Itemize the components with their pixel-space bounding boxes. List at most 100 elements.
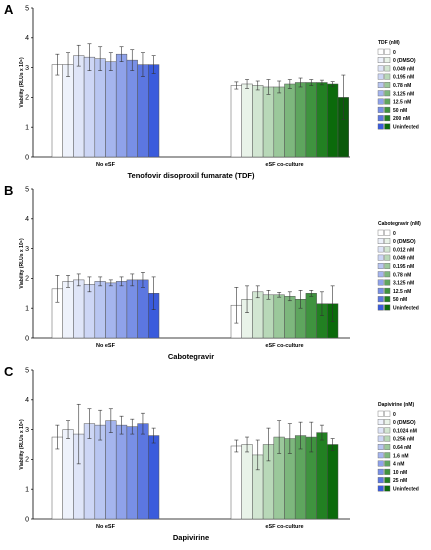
bar [115, 53, 128, 158]
legend-label: 50 nM [393, 297, 407, 303]
legend-label: 0.64 nM [393, 445, 411, 451]
legend-swatch-blue [377, 48, 384, 55]
legend-swatch-blue [377, 229, 384, 236]
bar [94, 58, 106, 158]
legend-label: 12.5 nM [393, 289, 411, 295]
bar [148, 435, 160, 520]
y-axis-title: Viability (RLUs x 10⁵) [19, 57, 25, 108]
legend-label: 50 nM [393, 108, 407, 114]
legend-swatch-blue [377, 287, 384, 294]
panel-letter: A [4, 2, 14, 17]
legend-swatch-blue [377, 485, 384, 492]
y-tick-label: 2 [25, 276, 29, 283]
y-tick-label: 5 [25, 5, 29, 12]
y-tick-label: 3 [25, 65, 29, 72]
y-tick-label: 0 [25, 154, 29, 161]
legend-swatch-green [384, 468, 391, 475]
bar [126, 279, 138, 339]
legend-label: 0.049 nM [393, 66, 414, 72]
legend-swatch-blue [377, 477, 384, 484]
legend-swatch-blue [377, 410, 384, 417]
bar [62, 429, 74, 520]
legend-swatch-green [384, 263, 391, 269]
legend-label: 4 nM [393, 462, 404, 468]
legend-swatch-green [384, 73, 391, 80]
group-label: No eSF [96, 524, 116, 530]
legend-swatch-green [384, 296, 391, 303]
legend-swatch-blue [377, 73, 384, 80]
bar [105, 420, 117, 520]
legend-swatch-blue [377, 279, 384, 286]
x-axis-title: Tenofovir disoproxil fumarate (TDF) [128, 171, 255, 180]
bar [230, 445, 242, 520]
legend-swatch-blue [377, 238, 384, 245]
legend-swatch-green [384, 435, 391, 442]
panel-letter: C [4, 364, 14, 379]
legend-label: 0 [393, 50, 396, 56]
legend-swatch-blue [377, 90, 384, 97]
legend-swatch-green [384, 444, 391, 450]
y-axis-title: Viability (RLUs x 10⁵) [19, 238, 25, 289]
group-label: eSF co-culture [265, 343, 303, 349]
group-label: No eSF [96, 162, 116, 168]
legend-swatch-blue [377, 435, 384, 442]
legend-swatch-blue [377, 427, 384, 434]
legend-swatch-green [384, 410, 391, 417]
legend-swatch-blue [377, 246, 384, 253]
legend-label: 0 (DMSO) [393, 420, 416, 426]
legend-swatch-blue [377, 419, 384, 425]
legend-swatch-blue [377, 106, 384, 113]
panel-c: C 0 1 2 3 4 5 Viability (RLUs x 10⁵) No eSF eSF c… [4, 364, 419, 542]
legend-swatch-blue [377, 304, 384, 311]
bar [62, 64, 74, 158]
legend-swatch-green [384, 452, 391, 459]
legend-swatch-green [384, 106, 391, 113]
bar [316, 432, 328, 520]
legend-title: Cabotegravir (nM) [378, 221, 421, 227]
legend-swatch-green [384, 254, 391, 261]
legend-title: TDF (nM) [378, 40, 400, 46]
bar [284, 83, 296, 158]
bar [262, 294, 275, 339]
legend-label: 0.195 nM [393, 264, 414, 270]
legend-label: 0.256 nM [393, 437, 414, 443]
legend-swatch-blue [377, 115, 384, 122]
bar [273, 86, 285, 158]
legend-label: 200 nM [393, 116, 410, 122]
legend-label: 0.1024 nM [393, 428, 417, 434]
legend-swatch-green [384, 419, 391, 425]
bar [316, 82, 328, 158]
legend-swatch-green [384, 90, 391, 97]
legend-swatch-blue [377, 57, 384, 63]
bar [327, 444, 339, 520]
legend-swatch-green [384, 246, 391, 253]
legend-swatch-green [384, 279, 391, 286]
legend-swatch-green [384, 81, 391, 88]
bar [126, 59, 138, 158]
y-tick-label: 5 [25, 186, 29, 193]
x-axis-title: Cabotegravir [168, 352, 214, 361]
legend-label: 12.5 nM [393, 100, 411, 106]
legend-swatch-blue [377, 65, 384, 72]
legend-swatch-green [384, 460, 391, 467]
bar [241, 444, 253, 520]
bar [327, 83, 339, 158]
bar [305, 293, 317, 339]
bar [51, 64, 63, 158]
y-tick-label: 1 [25, 487, 29, 494]
bar [83, 56, 96, 158]
legend-label: Uninfected [393, 487, 419, 493]
bar [115, 424, 128, 520]
bar [241, 83, 253, 158]
legend-swatch-green [384, 271, 391, 278]
group-label: eSF co-culture [265, 162, 303, 168]
y-tick-label: 3 [25, 427, 29, 434]
legend-swatch-green [384, 304, 391, 311]
y-tick-label: 0 [25, 516, 29, 523]
legend-swatch-blue [377, 263, 384, 269]
y-tick-label: 1 [25, 306, 29, 313]
legend-swatch-blue [377, 460, 384, 467]
legend-title: Dapivirine (nM) [378, 402, 414, 408]
legend-swatch-blue [377, 254, 384, 261]
